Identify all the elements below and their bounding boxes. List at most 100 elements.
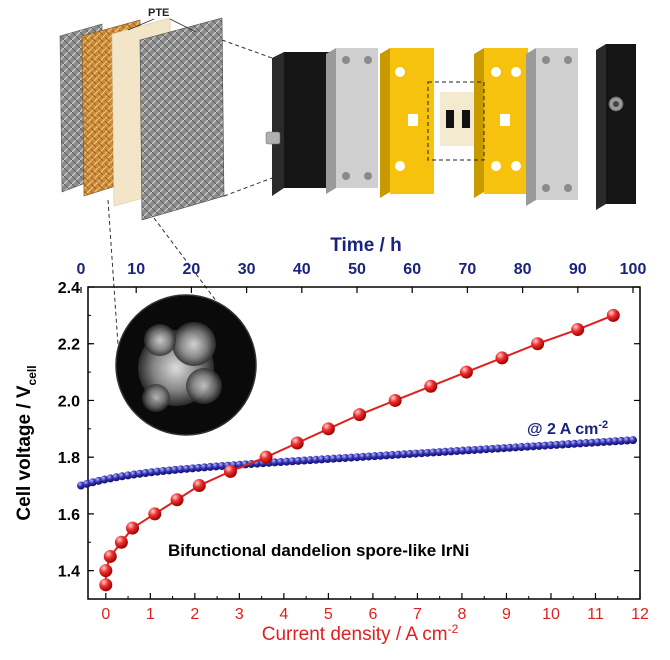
- end-plate-left-side: [272, 52, 284, 196]
- flow-plate-left: [336, 48, 378, 188]
- stability-point: [564, 440, 573, 449]
- stability-point: [488, 444, 497, 453]
- stability-point: [165, 466, 174, 475]
- stability-point: [623, 436, 632, 445]
- polarization-point: [606, 308, 620, 322]
- stability-point: [529, 442, 538, 451]
- y-tick-label: 1.6: [58, 507, 80, 524]
- polarization-point: [223, 464, 237, 478]
- y-tick-label: 2.2: [58, 337, 80, 354]
- polarization-point: [495, 351, 509, 365]
- top-tick-label: 10: [127, 261, 145, 278]
- stability-point: [300, 456, 309, 465]
- stability-point: [347, 453, 356, 462]
- polarization-point: [531, 337, 545, 351]
- stability-point: [593, 438, 602, 447]
- end-plate-left: [284, 52, 330, 188]
- stability-point: [405, 449, 414, 458]
- bottom-tick-label: 1: [146, 606, 155, 623]
- bottom-tick-label: 9: [502, 606, 511, 623]
- flow-plate-right: [536, 48, 578, 200]
- pte-leader-left: [127, 18, 155, 31]
- bottom-tick-label: 8: [457, 606, 466, 623]
- stability-point: [435, 448, 444, 457]
- stability-point: [382, 451, 391, 460]
- stability-point: [153, 467, 162, 476]
- stability-point: [311, 455, 320, 464]
- polarization-point: [99, 578, 113, 592]
- top-tick-label: 60: [403, 261, 421, 278]
- stability-point: [417, 449, 426, 458]
- stability-point: [323, 455, 332, 464]
- polarization-point: [388, 393, 402, 407]
- stability-point: [482, 445, 491, 454]
- stability-point: [558, 440, 567, 449]
- polarization-point: [290, 436, 304, 450]
- stability-point: [270, 458, 279, 467]
- stability-point: [335, 454, 344, 463]
- stability-point: [129, 470, 138, 479]
- stability-point: [411, 449, 420, 458]
- end-plate-right: [606, 44, 636, 204]
- stability-point: [388, 451, 397, 460]
- stability-point: [294, 456, 303, 465]
- stability-point: [147, 468, 156, 477]
- membrane-electrode-assembly: [59, 17, 225, 221]
- polarization-point: [459, 365, 473, 379]
- y-axis-title: Cell voltage / Vcell: [14, 365, 39, 520]
- connector-bolt: [265, 131, 281, 145]
- top-axis-ticks: 0 10 20 30 40 50 60 70 80 90 100: [77, 261, 647, 293]
- polarization-point: [99, 564, 113, 578]
- stability-point: [212, 462, 221, 471]
- bottom-tick-label: 11: [587, 606, 604, 623]
- stability-point: [499, 444, 508, 453]
- top-tick-label: 70: [459, 261, 477, 278]
- y-axis-ticks: 1.4 1.6 1.8 2.0 2.2 2.4: [58, 280, 640, 600]
- y-tick-label: 2.4: [58, 280, 80, 297]
- top-tick-label: 50: [348, 261, 366, 278]
- stability-point: [341, 453, 350, 462]
- electrode-front-gray: [139, 17, 225, 221]
- polarization-point: [103, 549, 117, 563]
- cell-stack: [265, 44, 636, 210]
- gasket-right-side: [474, 48, 484, 198]
- polarization-point: [571, 323, 585, 337]
- stability-point: [206, 462, 215, 471]
- bottom-tick-label: 3: [235, 606, 244, 623]
- bottom-tick-label: 7: [413, 606, 422, 623]
- stability-point: [629, 436, 637, 445]
- polarization-point: [259, 450, 273, 464]
- top-tick-label: 80: [514, 261, 532, 278]
- top-tick-label: 100: [620, 261, 647, 278]
- stability-point: [611, 437, 620, 446]
- gasket-left-side: [380, 48, 390, 198]
- y-tick-label: 1.4: [58, 564, 80, 581]
- bottom-axis-ticks: 0 1 2 3 4 5 6 7 8 9 10 11 12: [101, 593, 649, 623]
- top-tick-label: 90: [569, 261, 587, 278]
- polarization-point: [170, 493, 184, 507]
- pte-leader-right: [169, 18, 197, 33]
- stability-point: [523, 442, 532, 451]
- plot-frame: [87, 286, 641, 600]
- stability-point: [176, 465, 185, 474]
- y-tick-label: 2.0: [58, 393, 80, 410]
- stability-point: [358, 452, 367, 461]
- polarization-point: [126, 521, 140, 535]
- stability-series: [77, 436, 637, 490]
- y-tick-label: 1.8: [58, 450, 80, 467]
- stability-point: [429, 448, 438, 457]
- stability-point: [576, 439, 585, 448]
- stability-point: [599, 437, 608, 446]
- stability-point: [200, 463, 209, 472]
- stability-point: [493, 444, 502, 453]
- stability-point: [182, 464, 191, 473]
- stability-point: [582, 439, 591, 448]
- flow-plate-right-side: [526, 48, 536, 206]
- stability-point: [617, 436, 626, 445]
- stability-point: [535, 441, 544, 450]
- stability-point: [505, 443, 514, 452]
- stability-point: [217, 462, 226, 471]
- current-density-annotation: @ 2 A cm-2: [527, 419, 608, 438]
